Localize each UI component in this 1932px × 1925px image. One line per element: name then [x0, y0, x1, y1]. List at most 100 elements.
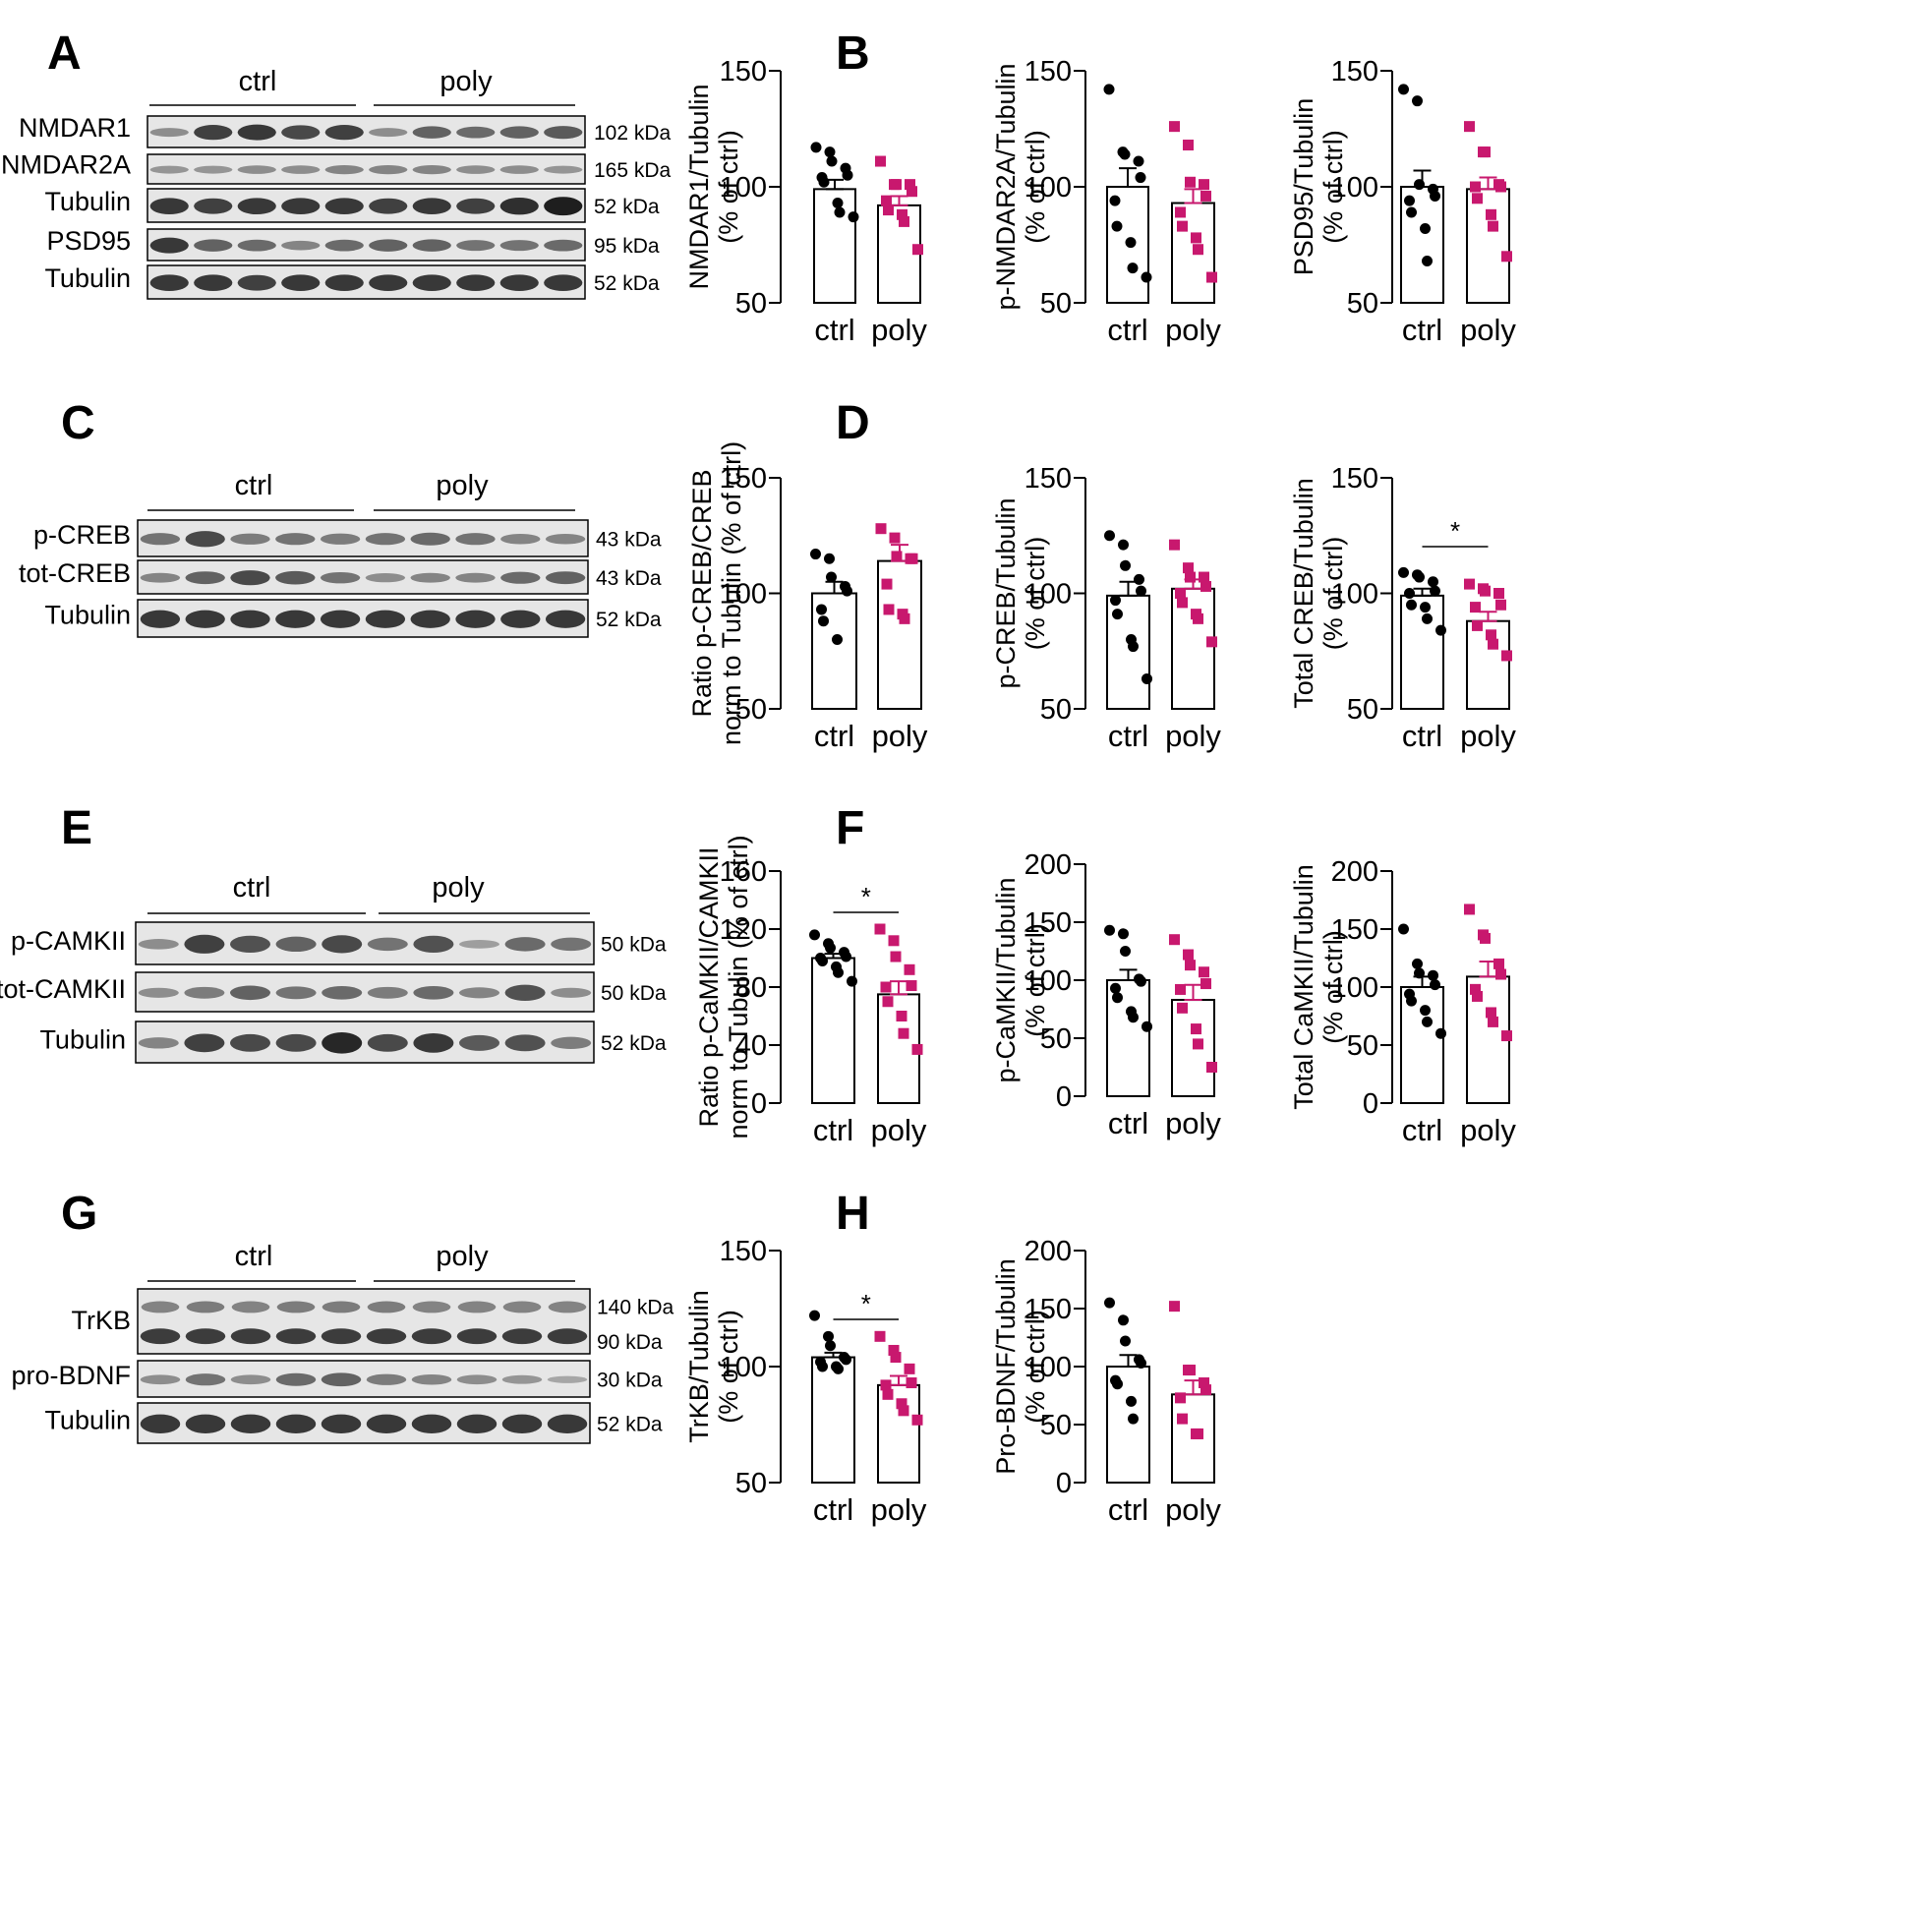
y-tick-label: 50	[1347, 288, 1378, 320]
y-axis-label: p-CaMKII/Tubulin	[991, 877, 1021, 1082]
blot-band	[320, 610, 361, 628]
y-axis-label: (% of ctrl)	[1021, 1310, 1050, 1424]
y-tick-label: 100	[1331, 172, 1378, 204]
data-point-poly	[1486, 1007, 1496, 1019]
blot-band	[324, 125, 364, 141]
y-tick-label: 50	[1347, 1030, 1378, 1062]
blot-band	[544, 197, 583, 216]
data-point-poly	[1470, 983, 1481, 995]
y-tick-label: 50	[1040, 1023, 1072, 1055]
data-point-poly	[888, 935, 900, 947]
blot-band	[413, 1032, 454, 1053]
blot-band	[366, 1373, 407, 1385]
data-point-poly	[1177, 1413, 1188, 1425]
y-axis-label: p-NMDAR2A/Tubulin	[991, 63, 1021, 310]
data-point-ctrl	[824, 146, 836, 158]
x-category-label: poly	[1165, 313, 1221, 347]
blot-band	[275, 986, 317, 1000]
data-point-ctrl	[1112, 992, 1123, 1004]
blot-band	[185, 610, 225, 628]
blot-band	[237, 274, 276, 291]
data-point-poly	[1472, 990, 1483, 1002]
blot-row-label: tot-CREB	[19, 558, 131, 588]
data-point-ctrl	[1422, 612, 1433, 624]
data-point-ctrl	[1398, 923, 1409, 935]
y-axis-label: norm to Tubulin (% of ctrl)	[717, 441, 746, 745]
y-tick-label: 150	[1331, 463, 1378, 495]
x-category-label: ctrl	[1402, 313, 1442, 347]
blot-band	[456, 1414, 498, 1433]
blot-row-pro-bdnf: pro-BDNF 30 kDa	[11, 1360, 663, 1398]
kda-label: 165 kDa	[594, 159, 672, 182]
data-point-ctrl	[826, 571, 837, 583]
x-category-label: poly	[1460, 1113, 1516, 1147]
significance-star: *	[861, 882, 871, 911]
data-point-poly	[1493, 588, 1504, 599]
blot-group-label-poly: poly	[432, 872, 485, 904]
blot-band	[457, 1301, 497, 1313]
data-point-poly	[1486, 208, 1496, 220]
x-category-label: poly	[871, 313, 927, 347]
data-point-ctrl	[841, 951, 851, 962]
data-point-poly	[1169, 934, 1180, 946]
data-point-ctrl	[824, 553, 835, 564]
data-point-ctrl	[1120, 559, 1131, 571]
data-point-ctrl	[1118, 1314, 1129, 1326]
x-category-label: poly	[1165, 1106, 1221, 1140]
data-point-poly	[1185, 960, 1196, 971]
data-point-ctrl	[825, 942, 836, 954]
data-point-ctrl	[1430, 585, 1440, 597]
blot-band	[367, 1301, 406, 1313]
blot-band	[237, 124, 276, 141]
data-point-ctrl	[1136, 975, 1146, 987]
y-axis-label: norm to Tubulin (% of ctrl)	[724, 835, 753, 1138]
y-tick-label: 160	[720, 856, 767, 888]
data-point-poly	[1488, 638, 1498, 650]
data-point-poly	[1193, 244, 1203, 256]
y-tick-label: 150	[1331, 914, 1378, 946]
blot-row-tubulin: Tubulin 52 kDa	[44, 263, 660, 300]
data-point-poly	[906, 980, 917, 992]
data-point-ctrl	[1435, 1027, 1446, 1039]
data-point-poly	[874, 1330, 886, 1342]
blot-row-tubulin: Tubulin 52 kDa	[44, 599, 662, 638]
data-point-ctrl	[817, 955, 828, 966]
data-point-poly	[1199, 179, 1209, 191]
panel-letter-F: F	[836, 802, 864, 854]
kda-label: 90 kDa	[597, 1331, 663, 1354]
data-point-poly	[1193, 1428, 1203, 1439]
blot-band	[456, 198, 496, 214]
blot-band	[455, 610, 496, 628]
blot-band	[547, 1375, 588, 1383]
blot-band	[141, 1301, 180, 1313]
panel-letter-D: D	[836, 397, 870, 449]
data-point-ctrl	[1128, 641, 1139, 653]
data-point-poly	[888, 1344, 900, 1356]
blot-band	[551, 987, 592, 998]
blot-band	[149, 198, 189, 215]
blot-band	[276, 1301, 316, 1313]
bar-chart-9: 0 50 100 150 200 Total CaMKII/Tubulin (% of ct…	[1289, 856, 1516, 1147]
blot-band	[322, 1301, 361, 1313]
data-point-poly	[1199, 1377, 1209, 1389]
significance-star: *	[1450, 516, 1460, 546]
blot-band	[369, 198, 408, 214]
blot-band	[185, 571, 225, 585]
data-point-poly	[1169, 539, 1180, 551]
blot-band	[499, 240, 539, 252]
data-point-poly	[883, 604, 895, 615]
data-point-poly	[896, 1011, 907, 1021]
blot-band	[321, 1414, 362, 1433]
blot-row-tubulin: Tubulin 52 kDa	[39, 1021, 667, 1064]
blot-band	[456, 1374, 498, 1385]
blot-band	[281, 240, 321, 251]
data-point-poly	[1200, 978, 1211, 990]
data-point-ctrl	[1422, 256, 1433, 267]
data-point-ctrl	[1103, 84, 1115, 95]
y-tick-label: 100	[1025, 965, 1072, 997]
data-point-ctrl	[1412, 958, 1423, 969]
data-point-poly	[1185, 1365, 1196, 1376]
bar-ctrl	[1400, 186, 1444, 304]
y-axis-label: (% of ctrl)	[1318, 537, 1348, 651]
y-tick-label: 100	[1331, 579, 1378, 611]
